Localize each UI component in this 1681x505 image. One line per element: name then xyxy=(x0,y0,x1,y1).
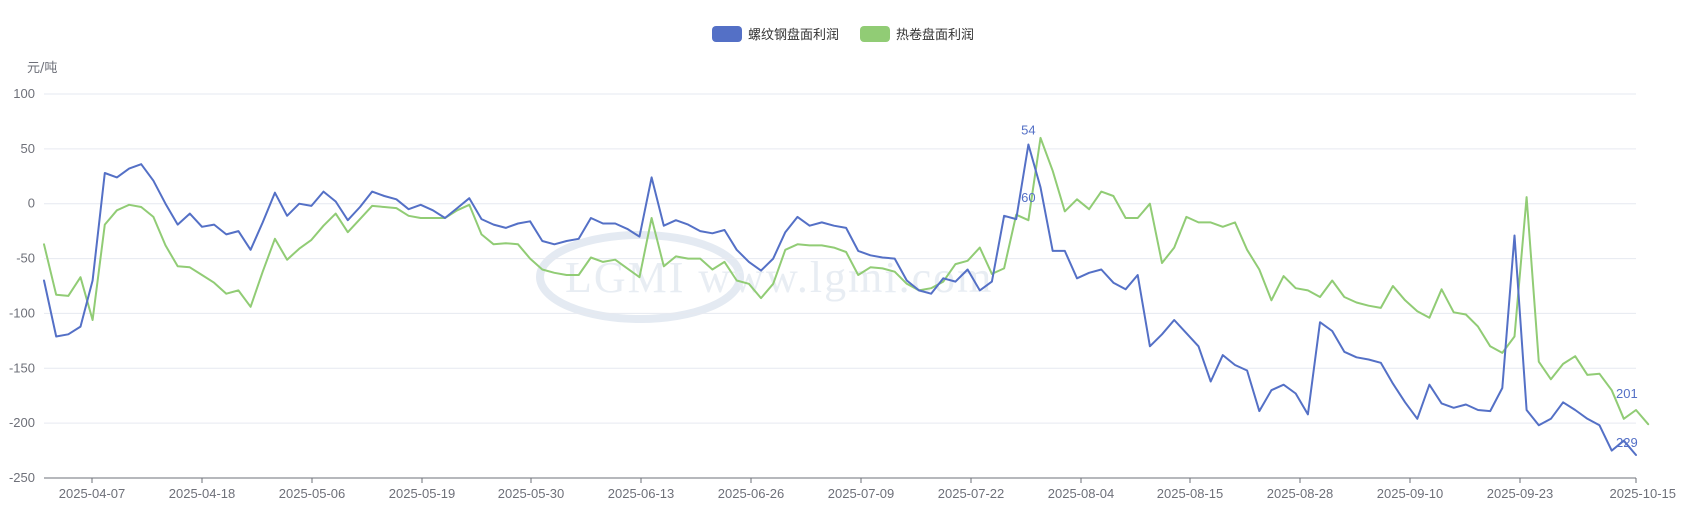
y-axis-unit-label: 元/吨 xyxy=(27,61,57,76)
series-line-hrc[interactable] xyxy=(43,136,1650,426)
x-tick-label: 2025-04-07 xyxy=(59,486,126,501)
legend-label-hrc: 热卷盘面利润 xyxy=(896,27,974,43)
x-tick-label: 2025-07-09 xyxy=(828,486,895,501)
data-labels-layer: 60 54 201 229 xyxy=(1021,122,1638,449)
legend: 螺纹钢盘面利润 热卷盘面利润 xyxy=(712,26,974,43)
legend-swatch-hrc xyxy=(860,26,890,42)
x-axis: 2025-04-07 2025-04-18 2025-05-06 2025-05-19… xyxy=(44,477,1677,501)
end-label-rebar: 229 xyxy=(1616,435,1638,450)
grid-lines xyxy=(44,93,1636,424)
x-tick-label: 2025-08-04 xyxy=(1048,486,1115,501)
y-tick-label: -100 xyxy=(9,305,35,320)
series-layer xyxy=(43,136,1650,456)
legend-label-rebar: 螺纹钢盘面利润 xyxy=(748,27,839,43)
legend-item-rebar[interactable]: 螺纹钢盘面利润 xyxy=(712,26,839,43)
x-tick-label: 2025-06-26 xyxy=(718,486,785,501)
y-tick-label: 50 xyxy=(21,141,35,156)
y-tick-label: 0 xyxy=(28,196,35,211)
watermark-logo: LGMI www.lgmi.com xyxy=(536,231,993,323)
x-tick-label: 2025-06-13 xyxy=(608,486,675,501)
end-label-hrc: 201 xyxy=(1616,386,1638,401)
y-tick-label: -200 xyxy=(9,415,35,430)
x-tick-label: 2025-09-23 xyxy=(1487,486,1554,501)
x-tick-label: 2025-10-15 xyxy=(1610,486,1677,501)
legend-swatch-rebar xyxy=(712,26,742,42)
x-tick-label: 2025-05-19 xyxy=(389,486,456,501)
y-tick-label: -150 xyxy=(9,360,35,375)
x-tick-label: 2025-07-22 xyxy=(938,486,1005,501)
x-tick-label: 2025-05-06 xyxy=(279,486,346,501)
peak-label-hrc: 60 xyxy=(1021,190,1035,205)
x-tick-label: 2025-08-15 xyxy=(1157,486,1224,501)
x-tick-label: 2025-04-18 xyxy=(169,486,236,501)
x-tick-label: 2025-09-10 xyxy=(1377,486,1444,501)
y-tick-label: -50 xyxy=(16,251,35,266)
x-tick-label: 2025-08-28 xyxy=(1267,486,1334,501)
series-line-rebar[interactable] xyxy=(43,143,1637,456)
peak-label-rebar: 54 xyxy=(1021,122,1035,137)
watermark-text: LGMI www.lgmi.com xyxy=(565,253,993,302)
y-tick-label: 100 xyxy=(13,86,35,101)
legend-item-hrc[interactable]: 热卷盘面利润 xyxy=(860,26,974,43)
x-tick-label: 2025-05-30 xyxy=(498,486,565,501)
y-tick-label: -250 xyxy=(9,470,35,485)
y-axis-labels: 100 50 0 -50 -100 -150 -200 -250 xyxy=(9,86,35,485)
